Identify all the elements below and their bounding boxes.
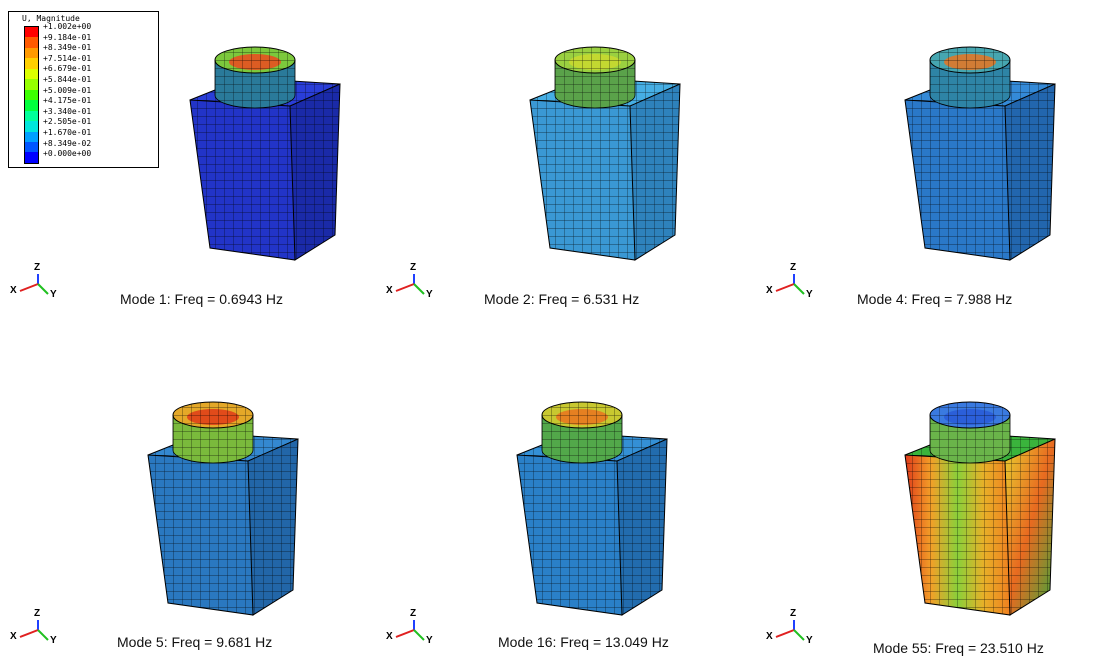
legend-level-label: +6.679e-01 [43,64,92,74]
legend-swatch [25,141,38,153]
axis-y-label: Y [50,289,57,300]
legend-level-label: +0.000e+00 [43,149,92,159]
legend-level-label: +8.349e-01 [43,43,92,53]
legend-level-label: +2.505e-01 [43,117,92,127]
mesh-model-image [516,401,668,616]
mode-caption: Mode 1: Freq = 0.6943 Hz [120,291,284,307]
legend-swatch [25,68,38,80]
legend-swatch [25,121,38,132]
legend-level-label: +7.514e-01 [43,53,92,63]
axis-x-label: X [10,285,17,296]
mode-panel [885,20,1060,265]
axis-y-label: Y [806,635,813,646]
mesh-model-image [189,46,341,261]
axis-z-label: Z [410,608,417,619]
axis-triad-icon: Z X Y [764,608,814,646]
mode-panel [497,375,672,620]
mesh-model-image [529,46,681,261]
legend-level-label: +1.670e-01 [43,128,92,137]
legend-swatch [25,58,38,69]
mesh-model-image [904,46,1056,261]
mode-caption: Mode 2: Freq = 6.531 Hz [484,291,640,307]
axis-z-label: Z [790,608,797,619]
mode-panel [510,20,685,265]
legend-level-label: +1.002e+00 [43,22,92,31]
legend-swatch [25,100,38,111]
axis-triad-icon: Z X Y [384,608,434,646]
legend-swatch [25,37,38,48]
axis-z-label: Z [790,262,797,273]
legend-swatch [25,131,38,142]
axis-z-label: Z [34,262,41,273]
axis-x-label: X [10,631,17,642]
axis-x-label: X [386,631,393,642]
axis-x-label: X [766,631,773,642]
axis-z-label: Z [410,262,417,273]
mode-caption: Mode 55: Freq = 23.510 Hz [873,640,1044,656]
mesh-model-image [147,401,299,616]
legend-swatch [25,110,38,122]
legend-title: U, Magnitude [22,14,80,23]
axis-triad-icon: Z X Y [764,262,814,300]
legend-swatch [25,89,38,101]
legend-level-label: +9.184e-01 [43,32,92,42]
axis-triad-icon: Z X Y [8,262,58,300]
legend-swatch [25,27,38,38]
axis-y-label: Y [806,289,813,300]
legend-color-bar [24,26,39,164]
axis-x-label: X [766,285,773,296]
legend-level-label: +5.844e-01 [43,75,92,84]
axis-triad-icon: Z X Y [8,608,58,646]
legend-swatch [25,47,38,59]
axis-triad-icon: Z X Y [384,262,434,300]
mode-panel [885,375,1060,620]
axis-y-label: Y [50,635,57,646]
legend-swatch [25,79,38,90]
axis-x-label: X [386,285,393,296]
legend-level-label: +3.340e-01 [43,106,92,116]
axis-y-label: Y [426,635,433,646]
axis-z-label: Z [34,608,41,619]
legend-level-label: +8.349e-02 [43,138,92,148]
legend-level-label: +4.175e-01 [43,96,92,106]
legend-level-label: +5.009e-01 [43,85,92,95]
mode-panel [128,375,303,620]
mode-caption: Mode 16: Freq = 13.049 Hz [498,634,669,650]
axis-y-label: Y [426,289,433,300]
mode-caption: Mode 5: Freq = 9.681 Hz [117,634,273,650]
color-legend: U, Magnitude +1.002e+00 +9.184e-01 +8.349e… [8,11,159,168]
mesh-model-image [904,401,1056,616]
mode-caption: Mode 4: Freq = 7.988 Hz [857,291,1013,307]
legend-swatch [25,152,38,163]
mode-panel [170,20,345,265]
